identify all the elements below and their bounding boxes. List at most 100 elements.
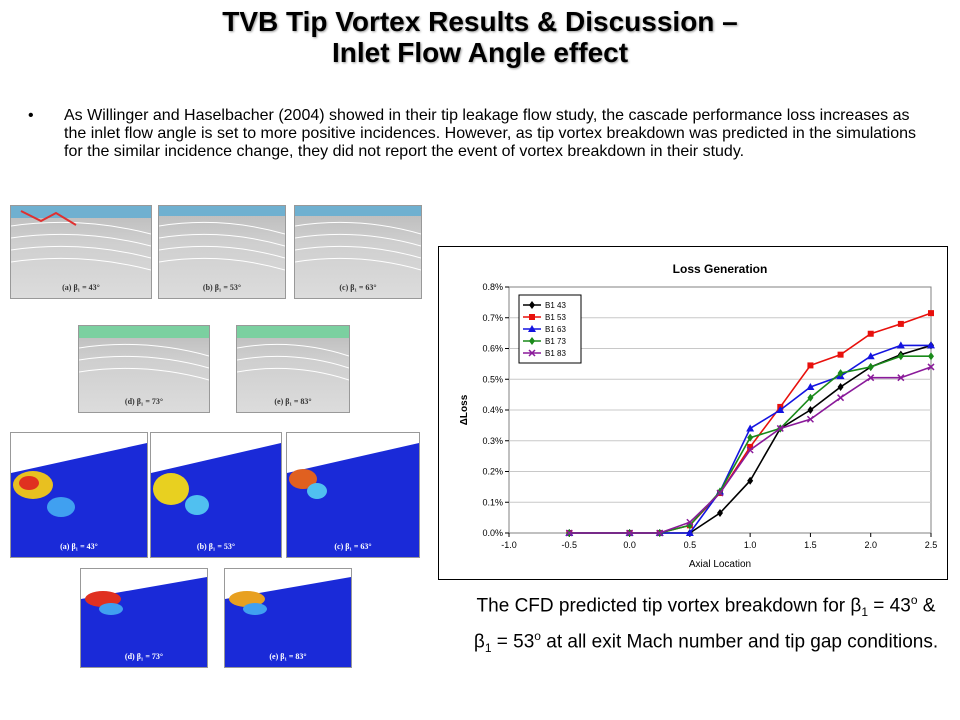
bullet-icon: • — [28, 107, 34, 124]
data-point — [867, 330, 874, 337]
data-point — [747, 443, 754, 450]
x-tick-label: 2.5 — [925, 540, 938, 550]
data-point — [897, 374, 905, 382]
y-tick-label: 0.4% — [482, 405, 503, 415]
flow-streamlines-graphic — [11, 206, 151, 271]
data-point — [747, 433, 754, 442]
data-point — [776, 424, 784, 432]
contour-label-a: (a) β₁ = 43° — [60, 542, 98, 551]
data-point — [807, 362, 814, 369]
slide-title: TVB Tip Vortex Results & Discussion – In… — [0, 6, 960, 68]
data-point — [716, 489, 724, 497]
flow-figure-d: (d) β₁ = 73° — [78, 325, 210, 413]
y-tick-label: 0.0% — [482, 528, 503, 538]
data-point — [747, 476, 754, 485]
bullet-text: As Willinger and Haselbacher (2004) show… — [64, 107, 916, 160]
x-tick-label: -0.5 — [562, 540, 578, 550]
x-tick-label: 1.0 — [744, 540, 757, 550]
data-point — [746, 424, 755, 432]
legend-label: B1 43 — [545, 301, 566, 310]
data-point — [927, 363, 935, 371]
contour-figure-d: (d) β₁ = 73° — [80, 568, 208, 668]
contour-label-b: (b) β₁ = 53° — [196, 542, 236, 551]
data-point — [776, 406, 785, 413]
flow-label-e: (e) β₁ = 83° — [274, 397, 312, 406]
y-tick-label: 0.3% — [482, 436, 503, 446]
bullet-paragraph: • As Willinger and Haselbacher (2004) sh… — [28, 107, 928, 161]
legend-marker — [528, 325, 536, 332]
x-tick-label: -1.0 — [501, 540, 517, 550]
figure-caption: The CFD predicted tip vortex breakdown f… — [473, 593, 939, 656]
contour-figure-e: (e) β₁ = 83° — [224, 568, 352, 668]
x-tick-label: 2.0 — [864, 540, 877, 550]
flow-figure-a: (a) β₁ = 43° — [10, 205, 152, 299]
legend-marker — [529, 337, 535, 345]
y-tick-label: 0.1% — [482, 497, 503, 507]
data-point — [807, 393, 814, 402]
data-point — [866, 352, 875, 360]
contour-graphic — [151, 433, 281, 515]
contour-figure-b: (b) β₁ = 53° — [150, 432, 282, 558]
data-point — [656, 529, 664, 537]
flow-label-b: (b) β₁ = 53° — [202, 283, 242, 292]
contour-label-e: (e) β₁ = 83° — [269, 652, 307, 661]
flow-label-a: (a) β₁ = 43° — [62, 283, 100, 292]
y-tick-label: 0.2% — [482, 467, 503, 477]
contour-graphic — [81, 569, 207, 615]
contour-figure-c: (c) β₁ = 63° — [286, 432, 420, 558]
title-line-1: TVB Tip Vortex Results & Discussion – — [222, 6, 738, 37]
contour-label-c: (c) β₁ = 63° — [334, 542, 372, 551]
data-point — [837, 394, 845, 402]
legend-marker — [528, 349, 536, 357]
contour-graphic — [225, 569, 351, 615]
data-point — [897, 320, 904, 327]
x-tick-label: 0.5 — [684, 540, 697, 550]
flow-figure-e: (e) β₁ = 83° — [236, 325, 350, 413]
series-line-4 — [569, 366, 932, 534]
contour-figure-a: (a) β₁ = 43° — [10, 432, 148, 558]
chart-svg: Loss Generation 0.0% 0.1% 0.2% 0.3% 0.4% 0.5% 0… — [459, 262, 938, 570]
legend-label: B1 63 — [545, 325, 566, 334]
flow-streamlines-graphic — [295, 206, 421, 271]
data-point — [867, 374, 875, 382]
legend-label: B1 83 — [545, 349, 566, 358]
y-tick-label: 0.6% — [482, 344, 503, 354]
x-tick-label: 0.0 — [623, 540, 636, 550]
loss-generation-chart: Loss Generation 0.0% 0.1% 0.2% 0.3% 0.4% 0.5% 0… — [438, 246, 948, 580]
legend-label: B1 53 — [545, 313, 566, 322]
chart-title: Loss Generation — [673, 262, 768, 276]
data-point — [806, 382, 815, 390]
flow-streamlines-graphic — [237, 326, 349, 381]
data-point — [807, 406, 814, 414]
data-point — [565, 529, 573, 537]
data-point — [867, 362, 874, 371]
data-point — [746, 446, 754, 454]
data-point — [626, 529, 634, 537]
data-point — [837, 369, 844, 378]
data-point — [927, 341, 935, 349]
legend-marker — [529, 314, 535, 320]
data-point — [896, 341, 905, 349]
data-point — [806, 415, 814, 423]
flow-streamlines-graphic — [79, 326, 209, 381]
y-axis-label: ΔLoss — [459, 394, 470, 425]
data-point — [837, 351, 844, 358]
x-axis-label: Axial Location — [689, 559, 751, 570]
y-tick-label: 0.8% — [482, 282, 503, 292]
data-point — [686, 518, 694, 526]
contour-graphic — [11, 433, 147, 517]
legend-marker — [529, 301, 535, 309]
y-tick-label: 0.7% — [482, 313, 503, 323]
data-point — [837, 382, 844, 391]
flow-streamlines-graphic — [159, 206, 285, 271]
data-point — [897, 352, 904, 361]
data-point — [717, 509, 723, 518]
flow-label-d: (d) β₁ = 73° — [124, 397, 164, 406]
flow-label-c: (c) β₁ = 63° — [339, 283, 377, 292]
data-point — [685, 529, 694, 536]
flow-figure-c: (c) β₁ = 63° — [294, 205, 422, 299]
contour-graphic — [287, 433, 419, 499]
data-point — [928, 310, 934, 317]
data-point — [928, 352, 934, 361]
contour-label-d: (d) β₁ = 73° — [124, 652, 164, 661]
